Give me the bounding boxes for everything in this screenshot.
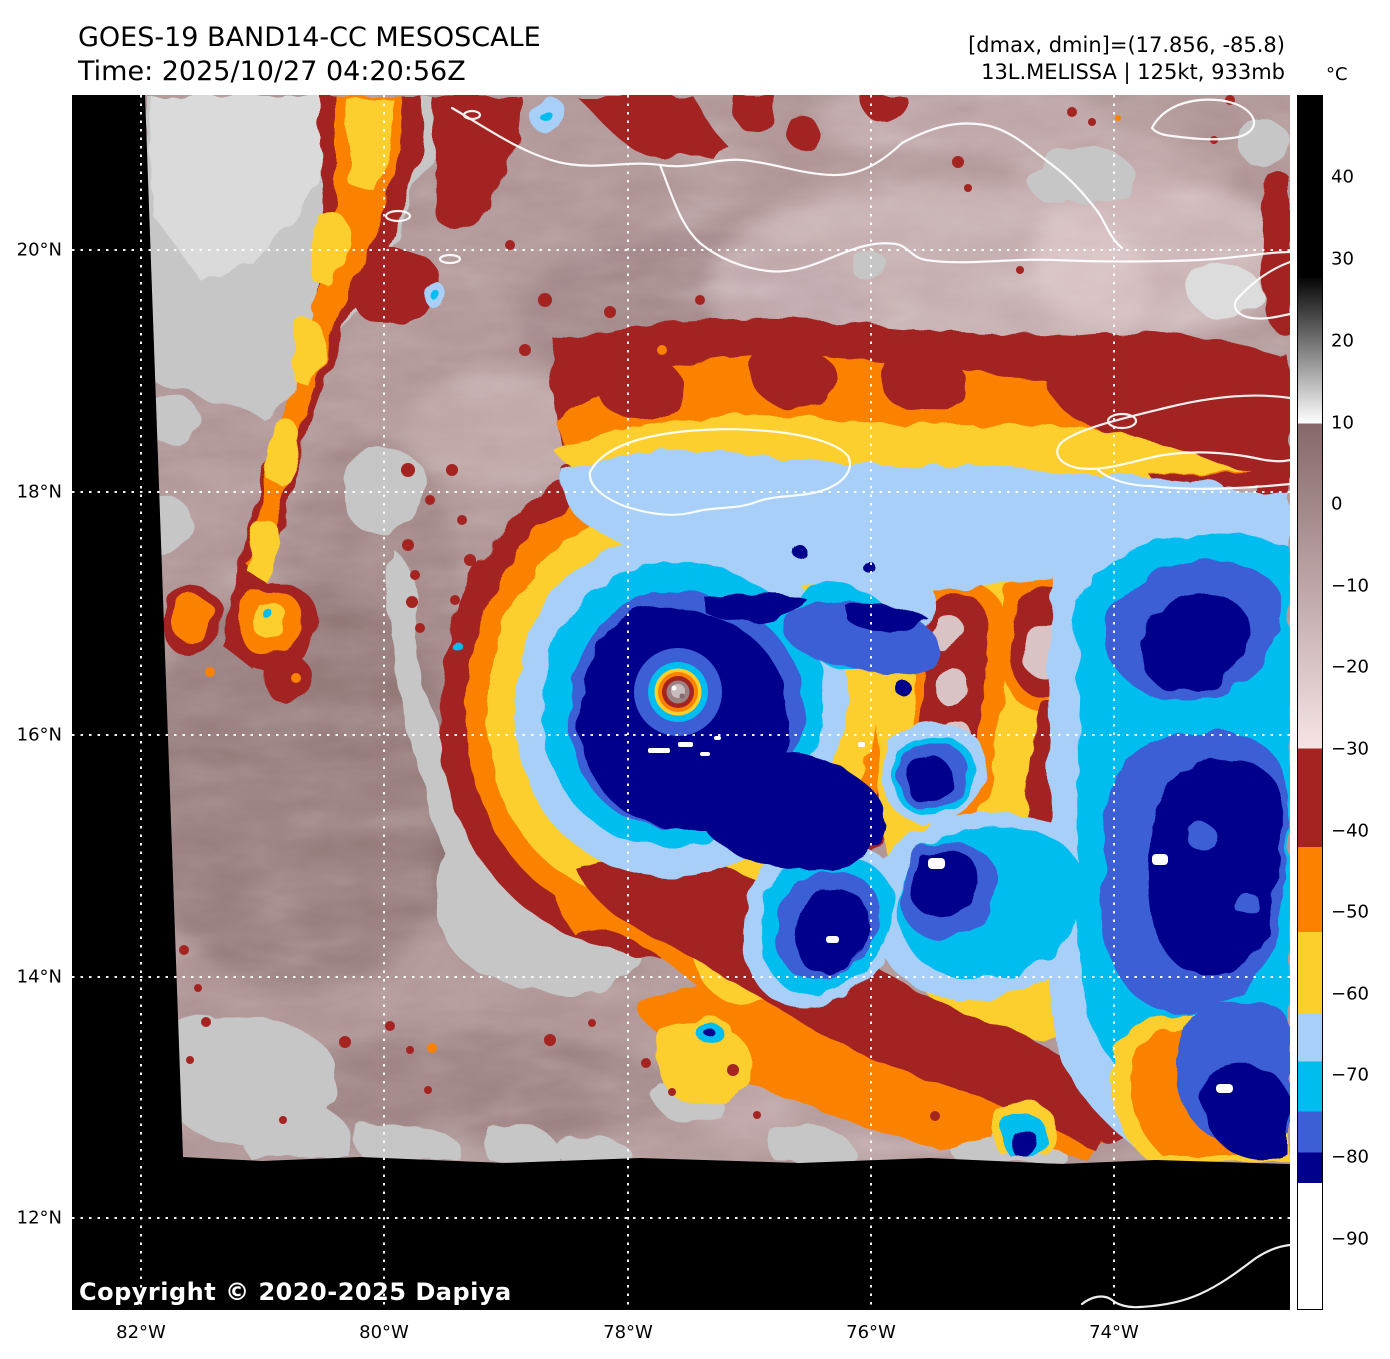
colorbar-tick: −40 bbox=[1331, 820, 1369, 842]
lon-tick-label: 76°W bbox=[846, 1322, 896, 1343]
colorbar-tick: −70 bbox=[1331, 1064, 1369, 1086]
product-title: GOES-19 BAND14-CC MESOSCALE bbox=[78, 22, 541, 53]
lon-tick-label: 78°W bbox=[603, 1322, 653, 1343]
lon-tick-label: 74°W bbox=[1089, 1322, 1139, 1343]
colorbar-tick: −90 bbox=[1331, 1228, 1369, 1250]
overshoot-specks bbox=[648, 736, 1233, 1093]
copyright-text: Copyright © 2020-2025 Dapiya bbox=[79, 1278, 512, 1306]
colorbar-tick: −60 bbox=[1331, 983, 1369, 1005]
coast-cuba-northeast bbox=[900, 122, 1124, 250]
coast-jamaica bbox=[588, 428, 851, 516]
coast-small-island-1 bbox=[384, 209, 412, 223]
coast-haiti-tiburon bbox=[1056, 394, 1290, 470]
colorbar-tick: 0 bbox=[1331, 493, 1343, 515]
storm-id-readout: 13L.MELISSA | 125kt, 933mb bbox=[981, 60, 1285, 84]
dmax-dmin-readout: [dmax, dmin]=(17.856, -85.8) bbox=[968, 33, 1285, 57]
colorbar-tick: 20 bbox=[1331, 330, 1354, 352]
coast-gonave bbox=[1106, 412, 1138, 430]
coast-haiti-north bbox=[1233, 260, 1290, 320]
lat-tick-label: 20°N bbox=[16, 239, 62, 261]
lon-tick-label: 82°W bbox=[116, 1322, 166, 1343]
coast-cuba-south bbox=[658, 163, 1290, 273]
colorbar-tick: −30 bbox=[1331, 738, 1369, 760]
lon-tick-label: 80°W bbox=[359, 1322, 409, 1343]
satellite-sector bbox=[72, 95, 1290, 1310]
coast-island-loop bbox=[1150, 98, 1256, 141]
coast-south-america bbox=[1080, 1243, 1290, 1309]
coast-small-island-2 bbox=[438, 253, 462, 265]
colorbar-gradient bbox=[1297, 95, 1323, 1310]
lat-tick-label: 16°N bbox=[16, 724, 62, 746]
colorbar-tick: 10 bbox=[1331, 412, 1354, 434]
colorbar-tick: −50 bbox=[1331, 901, 1369, 923]
lat-tick-label: 12°N bbox=[16, 1207, 62, 1229]
colorbar-tick: −20 bbox=[1331, 656, 1369, 678]
hurricane-eye bbox=[634, 648, 722, 736]
colorbar-tick: 30 bbox=[1331, 248, 1354, 270]
lat-tick-label: 14°N bbox=[16, 966, 62, 988]
coastlines bbox=[384, 98, 1290, 516]
coast-cuba-west bbox=[450, 106, 904, 177]
colorbar-unit-label: °C bbox=[1326, 64, 1348, 85]
graticule bbox=[72, 95, 1290, 1310]
colorbar-tick: −80 bbox=[1331, 1146, 1369, 1168]
colorbar-tick: 40 bbox=[1331, 166, 1354, 188]
coldest-tops-navy bbox=[578, 545, 1288, 1160]
colorbar-tick: −10 bbox=[1331, 575, 1369, 597]
warm-speckles bbox=[179, 95, 1235, 1124]
lat-tick-label: 18°N bbox=[16, 481, 62, 503]
coast-small-island-3 bbox=[462, 109, 482, 121]
product-time: Time: 2025/10/27 04:20:56Z bbox=[78, 56, 466, 87]
